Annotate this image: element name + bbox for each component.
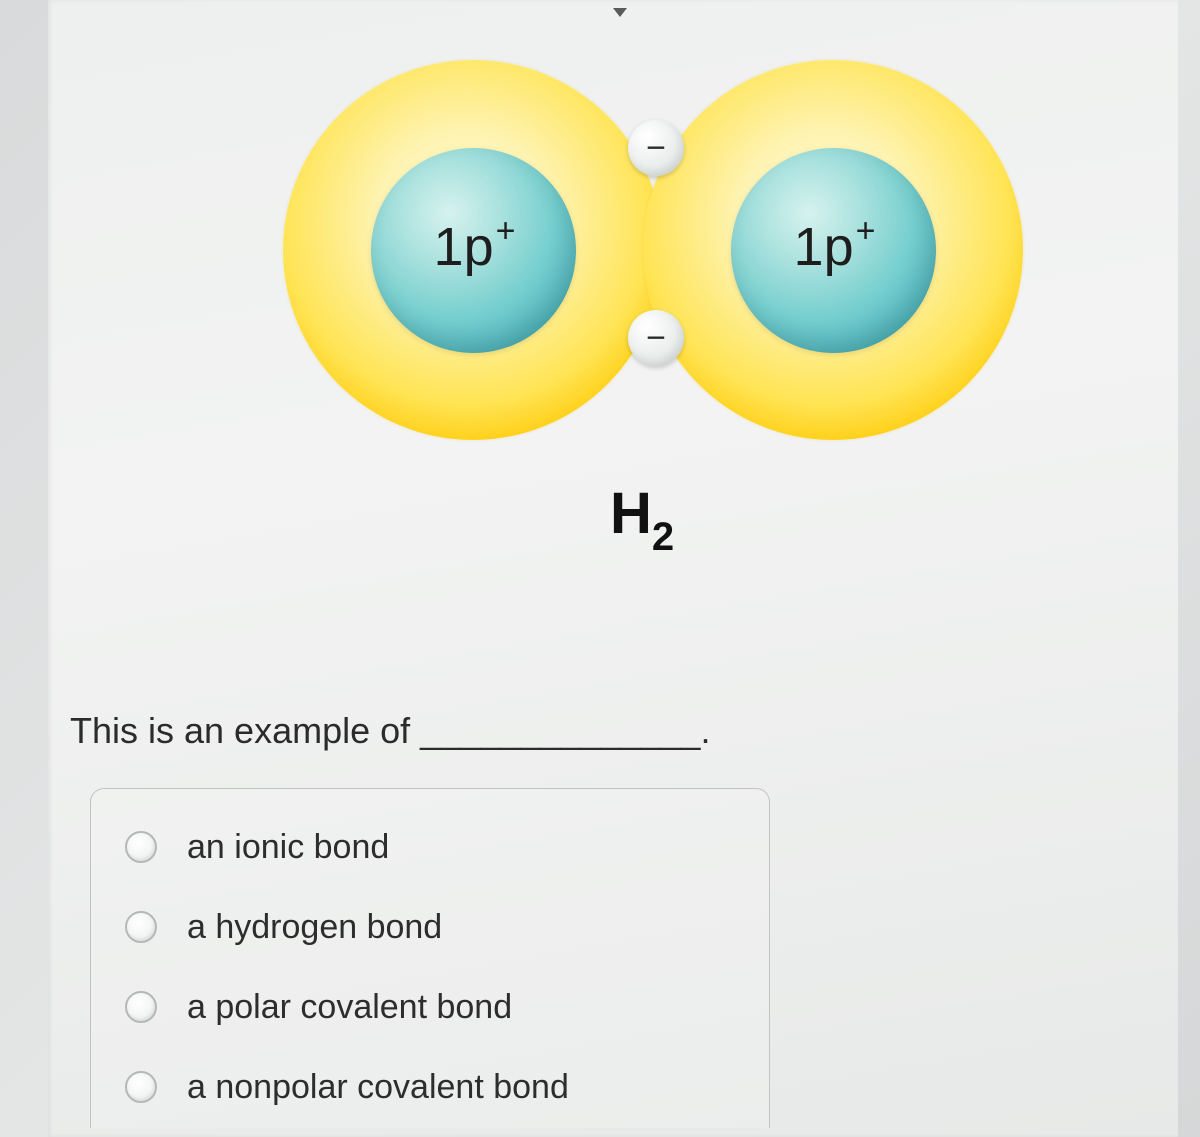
nucleus-right: 1p+ bbox=[731, 148, 936, 353]
answer-label: a hydrogen bond bbox=[187, 908, 442, 947]
answer-label: a nonpolar covalent bond bbox=[187, 1068, 569, 1107]
radio-icon[interactable] bbox=[125, 1071, 157, 1103]
chevron-down-icon[interactable] bbox=[613, 8, 627, 17]
answer-options: an ionic bond a hydrogen bond a polar co… bbox=[90, 788, 770, 1128]
radio-icon[interactable] bbox=[125, 991, 157, 1023]
shared-electron-top: − bbox=[628, 120, 684, 176]
answer-option-1[interactable]: a hydrogen bond bbox=[91, 887, 769, 967]
molecule-formula: H2 bbox=[610, 480, 674, 556]
answer-option-0[interactable]: an ionic bond bbox=[91, 807, 769, 887]
atom-left: 1p+ bbox=[283, 60, 663, 440]
electron-charge: − bbox=[646, 319, 666, 358]
electron-charge: − bbox=[646, 129, 666, 168]
answer-option-3[interactable]: a nonpolar covalent bond bbox=[91, 1047, 769, 1127]
question-panel: 1p+ 1p+ − − H2 This is an example of ___… bbox=[48, 0, 1178, 1137]
shared-electron-bottom: − bbox=[628, 310, 684, 366]
atom-right: 1p+ bbox=[643, 60, 1023, 440]
answer-label: a polar covalent bond bbox=[187, 988, 512, 1027]
question-stem: This is an example of ______________. bbox=[70, 710, 710, 752]
answer-label: an ionic bond bbox=[187, 828, 389, 867]
nucleus-label-right: 1p+ bbox=[794, 216, 874, 278]
nucleus-left: 1p+ bbox=[371, 148, 576, 353]
answer-option-2[interactable]: a polar covalent bond bbox=[91, 967, 769, 1047]
radio-icon[interactable] bbox=[125, 831, 157, 863]
radio-icon[interactable] bbox=[125, 911, 157, 943]
nucleus-label-left: 1p+ bbox=[434, 216, 514, 278]
molecule-diagram: 1p+ 1p+ − − H2 bbox=[258, 30, 1158, 550]
